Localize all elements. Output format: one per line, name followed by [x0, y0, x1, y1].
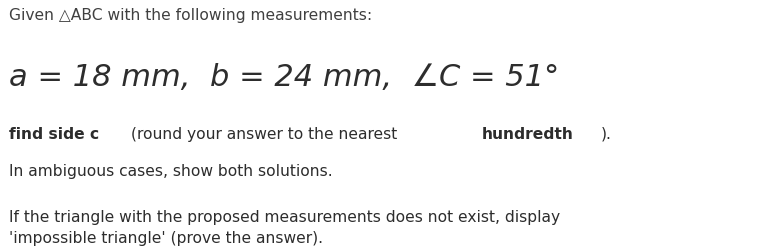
- Text: find side c: find side c: [9, 126, 100, 141]
- Text: If the triangle with the proposed measurements does not exist, display
'impossib: If the triangle with the proposed measur…: [9, 209, 560, 245]
- Text: a = 18 mm,  b = 24 mm,  ∠C = 51°: a = 18 mm, b = 24 mm, ∠C = 51°: [9, 62, 560, 92]
- Text: Given △ABC with the following measurements:: Given △ABC with the following measuremen…: [9, 8, 373, 22]
- Text: ).: ).: [601, 126, 611, 141]
- Text: In ambiguous cases, show both solutions.: In ambiguous cases, show both solutions.: [9, 164, 333, 179]
- Text: hundredth: hundredth: [482, 126, 574, 141]
- Text: (round your answer to the nearest: (round your answer to the nearest: [125, 126, 402, 141]
